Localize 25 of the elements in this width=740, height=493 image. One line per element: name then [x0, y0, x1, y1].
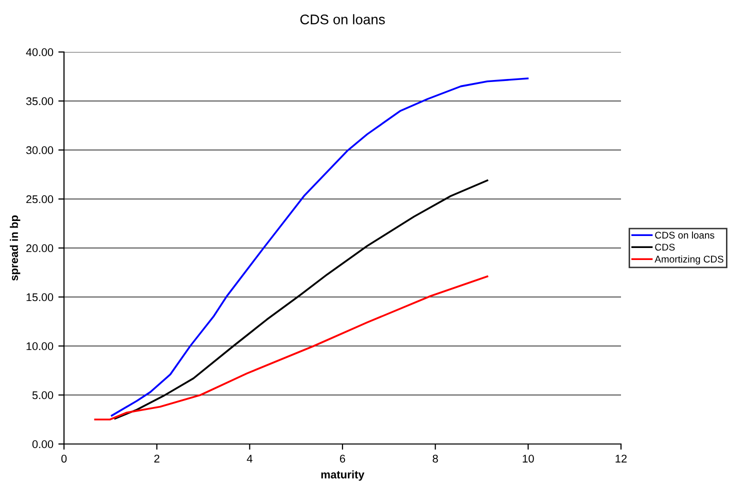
- chart-title: CDS on loans: [300, 14, 385, 24]
- x-tick-label: 4: [246, 454, 252, 462]
- y-tick-label: 5.00: [32, 391, 54, 400]
- x-axis-title: maturity: [321, 470, 364, 481]
- line-series: [110, 78, 529, 416]
- legend-label: CDS on loans: [655, 231, 714, 239]
- line-series: [94, 276, 488, 420]
- y-tick-label: 15.00: [26, 293, 54, 302]
- y-tick-label: 0.00: [32, 440, 54, 448]
- y-tick-label: 25.00: [26, 195, 54, 204]
- y-tick-label: 35.00: [26, 97, 54, 106]
- y-tick-label: 30.00: [26, 146, 54, 154]
- y-tick-label: 10.00: [26, 342, 54, 350]
- x-tick-label: 2: [154, 454, 160, 462]
- y-axis-title: spread in bp: [10, 215, 20, 281]
- x-tick-label: 8: [432, 454, 438, 463]
- legend-label: CDS: [655, 244, 675, 251]
- y-tick-label: 20.00: [26, 244, 54, 252]
- line-series: [114, 179, 488, 420]
- legend-label: Amortizing CDS: [654, 255, 724, 265]
- x-tick-label: 6: [340, 454, 346, 463]
- y-tick-label: 40.00: [26, 48, 54, 56]
- x-tick-label: 10: [522, 454, 534, 463]
- x-tick-label: 12: [616, 454, 627, 462]
- x-tick-label: 0: [61, 454, 67, 463]
